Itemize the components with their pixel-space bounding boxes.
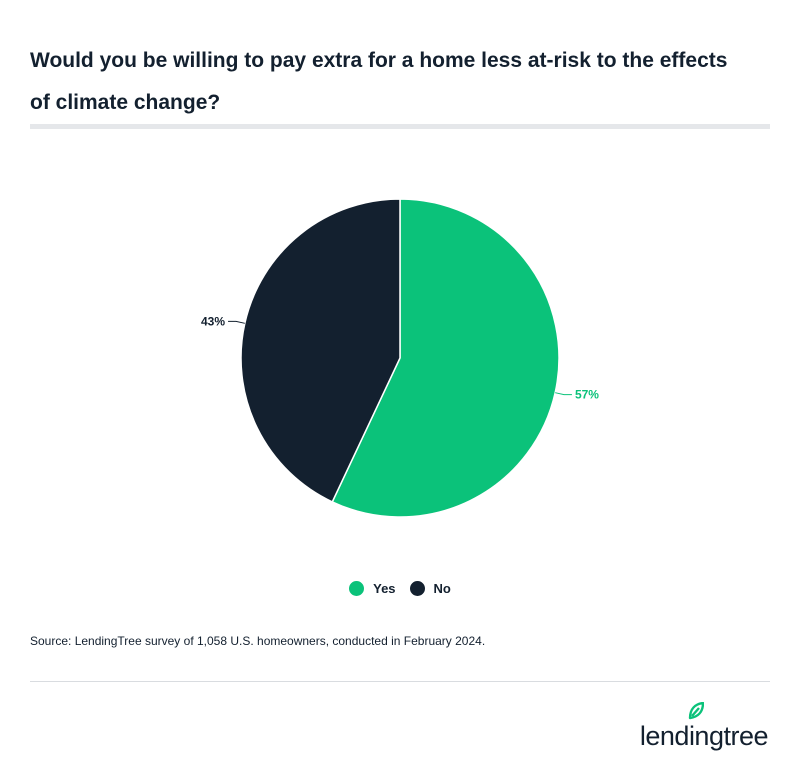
pie-slices <box>240 198 560 518</box>
data-label-no: 43% <box>201 314 225 328</box>
source-note: Source: LendingTree survey of 1,058 U.S.… <box>30 634 486 648</box>
chart-title: Would you be willing to pay extra for a … <box>30 49 728 114</box>
title-divider <box>30 124 770 129</box>
data-label-yes: 57% <box>575 388 599 402</box>
footer-divider <box>30 681 770 682</box>
pie-labels: 57% 43% <box>201 314 599 401</box>
pie-slice-no[interactable] <box>240 198 401 503</box>
legend-swatch-yes <box>349 581 365 596</box>
leader-line-yes <box>555 392 572 396</box>
leader-line-no <box>228 320 245 324</box>
lendingtree-logo[interactable]: lendingtree <box>639 700 769 751</box>
pie-chart: 57% 43% <box>201 198 599 518</box>
leaf-icon <box>688 702 704 720</box>
legend-swatch-no <box>409 581 425 596</box>
legend: Yes No <box>0 581 800 596</box>
legend-item-yes[interactable]: Yes <box>349 581 396 596</box>
legend-item-no[interactable]: No <box>409 581 451 596</box>
legend-label-no: No <box>433 581 451 596</box>
brand-wordmark: lendingtree <box>639 721 769 751</box>
pie-slice-yes[interactable] <box>331 198 560 518</box>
legend-label-yes: Yes <box>373 581 396 596</box>
